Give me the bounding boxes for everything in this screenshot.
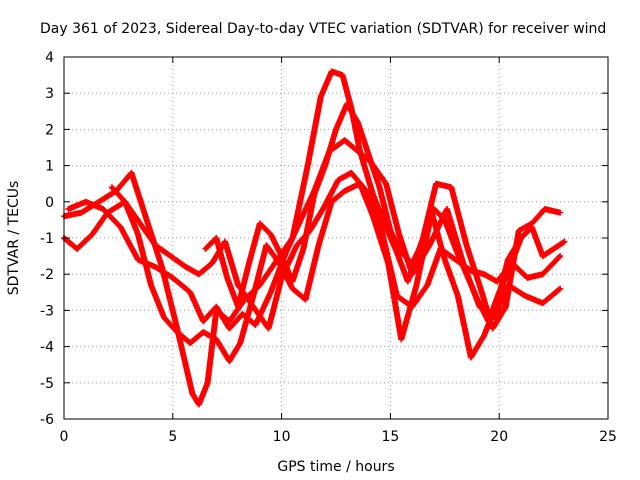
x-tick-label: 25 — [599, 429, 617, 445]
data-point — [556, 286, 563, 293]
x-tick-label: 0 — [60, 429, 69, 445]
series-track-4 — [108, 180, 524, 365]
x-tick-label: 15 — [381, 429, 399, 445]
y-tick-label: -2 — [40, 267, 54, 283]
y-tick-label: -5 — [40, 376, 54, 392]
grid — [64, 57, 608, 419]
x-tick-label: 5 — [168, 429, 177, 445]
y-axis-label: SDTVAR / TECUs — [6, 181, 22, 296]
y-tick-label: -3 — [40, 303, 54, 319]
data-points — [61, 68, 568, 408]
data-point — [561, 238, 568, 245]
y-tick-label: 0 — [45, 195, 54, 211]
axis-ticks: 0 5 10 15 20 25 -6 -5 -4 -3 -2 -1 0 1 2 3 4 — [40, 50, 617, 445]
x-tick-label: 10 — [273, 429, 291, 445]
y-tick-label: -6 — [40, 412, 54, 428]
data-point — [557, 253, 564, 260]
y-tick-label: 4 — [45, 50, 54, 66]
y-tick-label: 1 — [45, 159, 54, 175]
y-tick-label: -4 — [40, 340, 54, 356]
data-point — [557, 209, 564, 216]
x-tick-label: 20 — [490, 429, 508, 445]
data-point — [557, 285, 564, 292]
y-tick-label: 2 — [45, 122, 54, 138]
data-point — [556, 254, 563, 261]
series-track-5 — [202, 101, 568, 325]
y-tick-label: 3 — [45, 86, 54, 102]
x-axis-label: GPS time / hours — [277, 459, 394, 475]
y-tick-label: -1 — [40, 231, 54, 247]
chart-title: Day 361 of 2023, Sidereal Day-to-day VTE… — [40, 21, 606, 37]
